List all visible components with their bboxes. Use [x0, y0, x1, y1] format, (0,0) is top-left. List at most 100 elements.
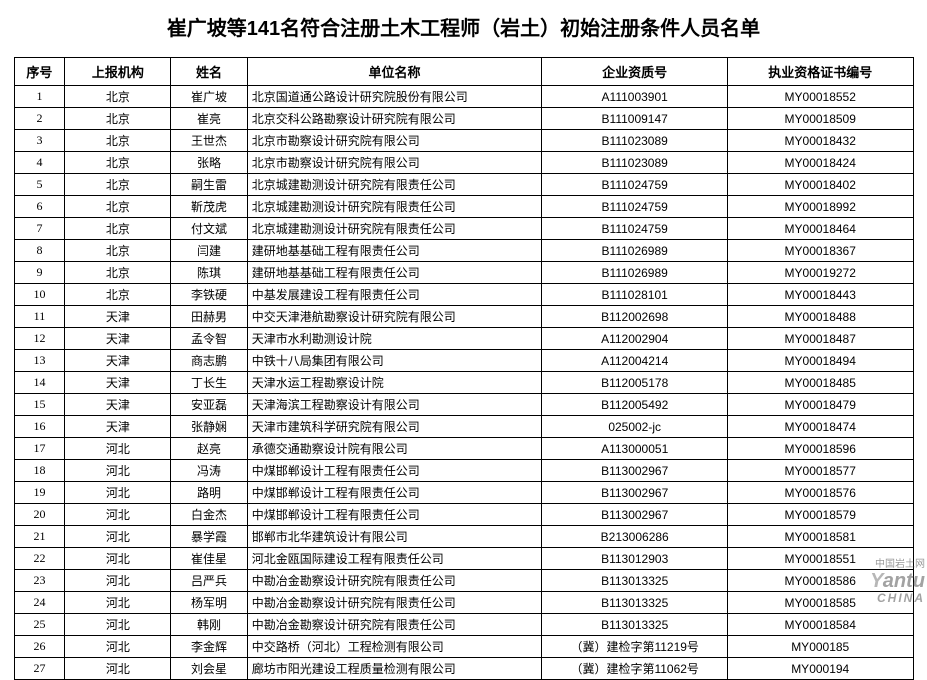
- table-cell: 11: [14, 306, 65, 328]
- table-cell: MY00018992: [727, 196, 913, 218]
- table-cell: 北京城建勘测设计研究院有限责任公司: [247, 174, 542, 196]
- table-cell: 河北: [65, 548, 171, 570]
- table-cell: B111026989: [542, 240, 728, 262]
- table-cell: 天津: [65, 394, 171, 416]
- table-cell: 1: [14, 86, 65, 108]
- table-cell: 20: [14, 504, 65, 526]
- table-cell: 河北: [65, 658, 171, 680]
- table-cell: 16: [14, 416, 65, 438]
- table-cell: 中基发展建设工程有限责任公司: [247, 284, 542, 306]
- table-cell: 24: [14, 592, 65, 614]
- table-cell: 天津市水利勘测设计院: [247, 328, 542, 350]
- table-cell: MY00018584: [727, 614, 913, 636]
- table-cell: B111023089: [542, 152, 728, 174]
- table-cell: 河北: [65, 570, 171, 592]
- page-title: 崔广坡等141名符合注册土木工程师（岩土）初始注册条件人员名单: [0, 0, 927, 57]
- table-cell: MY00018474: [727, 416, 913, 438]
- table-cell: 北京市勘察设计研究院有限公司: [247, 130, 542, 152]
- table-cell: MY00018487: [727, 328, 913, 350]
- table-cell: 河北金瓯国际建设工程有限责任公司: [247, 548, 542, 570]
- table-row: 13天津商志鹏中铁十八局集团有限公司A112004214MY00018494: [14, 350, 913, 372]
- table-cell: 李铁硬: [171, 284, 247, 306]
- table-cell: MY00018577: [727, 460, 913, 482]
- table-cell: 韩刚: [171, 614, 247, 636]
- table-cell: MY00018579: [727, 504, 913, 526]
- table-cell: MY00018581: [727, 526, 913, 548]
- table-row: 15天津安亚磊天津海滨工程勘察设计有限公司B112005492MY0001847…: [14, 394, 913, 416]
- table-cell: B111028101: [542, 284, 728, 306]
- table-cell: B113013325: [542, 570, 728, 592]
- table-cell: 中勘冶金勘察设计研究院有限责任公司: [247, 592, 542, 614]
- table-cell: 北京: [65, 130, 171, 152]
- table-cell: A111003901: [542, 86, 728, 108]
- table-cell: 中交路桥（河北）工程检测有限公司: [247, 636, 542, 658]
- table-cell: （冀）建检字第11062号: [542, 658, 728, 680]
- table-cell: 6: [14, 196, 65, 218]
- table-cell: MY00019272: [727, 262, 913, 284]
- table-cell: 中交天津港航勘察设计研究院有限公司: [247, 306, 542, 328]
- table-cell: B113002967: [542, 482, 728, 504]
- table-row: 23河北吕严兵中勘冶金勘察设计研究院有限责任公司B113013325MY0001…: [14, 570, 913, 592]
- table-cell: 陈琪: [171, 262, 247, 284]
- table-cell: 河北: [65, 592, 171, 614]
- table-cell: 付文斌: [171, 218, 247, 240]
- table-cell: 7: [14, 218, 65, 240]
- table-cell: B111024759: [542, 218, 728, 240]
- table-cell: MY00018596: [727, 438, 913, 460]
- table-cell: MY00018576: [727, 482, 913, 504]
- table-cell: B113013325: [542, 592, 728, 614]
- table-cell: MY00018485: [727, 372, 913, 394]
- table-cell: B113012903: [542, 548, 728, 570]
- table-cell: MY00018367: [727, 240, 913, 262]
- table-cell: A112002904: [542, 328, 728, 350]
- table-cell: B111024759: [542, 174, 728, 196]
- table-cell: 白金杰: [171, 504, 247, 526]
- col-header-name: 姓名: [171, 58, 247, 86]
- table-cell: B113002967: [542, 460, 728, 482]
- table-cell: 冯涛: [171, 460, 247, 482]
- table-cell: 2: [14, 108, 65, 130]
- table-cell: 17: [14, 438, 65, 460]
- table-cell: 廊坊市阳光建设工程质量检测有限公司: [247, 658, 542, 680]
- table-row: 17河北赵亮承德交通勘察设计院有限公司A113000051MY00018596: [14, 438, 913, 460]
- table-cell: 天津海滨工程勘察设计有限公司: [247, 394, 542, 416]
- table-cell: 北京: [65, 152, 171, 174]
- table-cell: 中勘冶金勘察设计研究院有限责任公司: [247, 614, 542, 636]
- table-cell: 12: [14, 328, 65, 350]
- table-row: 4北京张略北京市勘察设计研究院有限公司B111023089MY00018424: [14, 152, 913, 174]
- table-cell: 闫建: [171, 240, 247, 262]
- table-row: 26河北李金辉中交路桥（河北）工程检测有限公司（冀）建检字第11219号MY00…: [14, 636, 913, 658]
- table-cell: B111009147: [542, 108, 728, 130]
- table-cell: 田赫男: [171, 306, 247, 328]
- table-cell: 天津: [65, 372, 171, 394]
- table-cell: 北京: [65, 240, 171, 262]
- table-cell: 23: [14, 570, 65, 592]
- table-cell: 北京: [65, 218, 171, 240]
- table-cell: 天津水运工程勘察设计院: [247, 372, 542, 394]
- table-row: 9北京陈琪建研地基基础工程有限责任公司B111026989MY00019272: [14, 262, 913, 284]
- table-cell: MY00018488: [727, 306, 913, 328]
- personnel-table: 序号 上报机构 姓名 单位名称 企业资质号 执业资格证书编号 1北京崔广坡北京国…: [14, 57, 914, 680]
- table-cell: 18: [14, 460, 65, 482]
- table-row: 1北京崔广坡北京国道通公路设计研究院股份有限公司A111003901MY0001…: [14, 86, 913, 108]
- table-cell: 崔广坡: [171, 86, 247, 108]
- table-cell: 北京城建勘测设计研究院有限责任公司: [247, 218, 542, 240]
- table-cell: 天津: [65, 350, 171, 372]
- table-cell: 22: [14, 548, 65, 570]
- table-cell: 安亚磊: [171, 394, 247, 416]
- table-cell: B113002967: [542, 504, 728, 526]
- table-cell: B111023089: [542, 130, 728, 152]
- table-cell: B112002698: [542, 306, 728, 328]
- table-cell: 北京交科公路勘察设计研究院有限公司: [247, 108, 542, 130]
- table-cell: 19: [14, 482, 65, 504]
- table-cell: A113000051: [542, 438, 728, 460]
- table-cell: 025002-jc: [542, 416, 728, 438]
- table-cell: A112004214: [542, 350, 728, 372]
- table-cell: 8: [14, 240, 65, 262]
- table-cell: 中勘冶金勘察设计研究院有限责任公司: [247, 570, 542, 592]
- table-cell: 天津: [65, 328, 171, 350]
- table-row: 16天津张静娴天津市建筑科学研究院有限公司025002-jcMY00018474: [14, 416, 913, 438]
- table-cell: MY00018464: [727, 218, 913, 240]
- table-row: 10北京李铁硬中基发展建设工程有限责任公司B111028101MY0001844…: [14, 284, 913, 306]
- table-cell: 15: [14, 394, 65, 416]
